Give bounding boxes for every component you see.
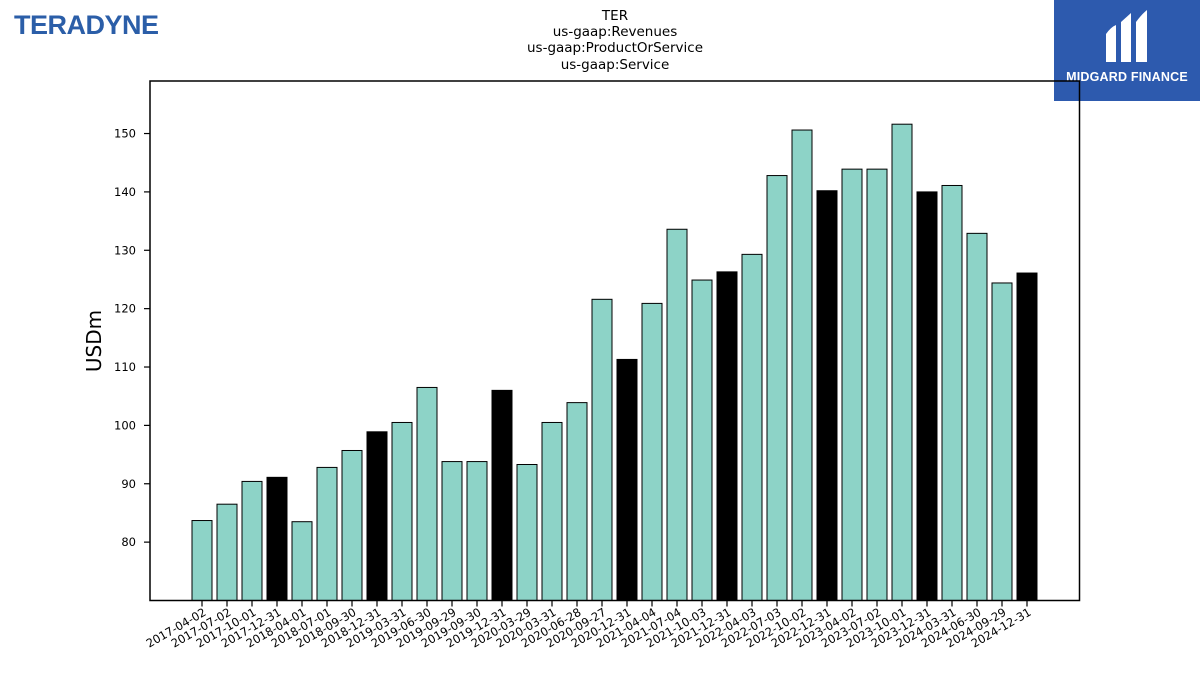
y-axis: 80 90 100 110 120 130 140 150: [114, 127, 150, 549]
bar-2017-10-01: [241, 480, 263, 601]
bar-2019-06-30: [416, 386, 438, 601]
bar-2019-09-29: [441, 461, 463, 601]
bar-2023-10-01: [891, 123, 913, 601]
bar-2024-06-30: [966, 232, 988, 601]
bar-2017-12-31: [266, 476, 288, 602]
y-tick-label: 100: [114, 418, 136, 432]
bar-2024-12-31: [1016, 272, 1038, 601]
midgard-emblem-icon: [1106, 10, 1147, 62]
bar-2019-03-31: [391, 421, 413, 602]
midgard-finance-wordmark: MIDGARD FINANCE: [1066, 70, 1188, 84]
bar-2017-04-02: [191, 520, 213, 602]
bar-2017-07-02: [216, 503, 238, 601]
bar-2022-07-03: [766, 175, 788, 601]
chart-title-line-2: us-gaap:Revenues: [553, 24, 678, 40]
y-tick-label: 90: [121, 477, 136, 491]
chart-title: TER us-gaap:Revenues us-gaap:ProductOrSe…: [527, 8, 703, 73]
bar-2021-12-31: [716, 271, 738, 601]
chart-title-line-1: TER: [601, 8, 628, 24]
x-axis: 2017-04-022017-07-022017-10-012017-12-31…: [144, 600, 1034, 651]
bar-2018-12-31: [366, 431, 388, 602]
bar-2023-07-02: [866, 168, 888, 601]
chart-title-line-3: us-gaap:ProductOrService: [527, 40, 703, 56]
y-tick-label: 130: [114, 243, 136, 257]
y-tick-label: 110: [114, 360, 136, 374]
midgard-finance-logo: MIDGARD FINANCE: [1054, 0, 1200, 101]
bar-series: [191, 123, 1038, 602]
y-axis-label: USDm: [82, 310, 106, 372]
y-tick-label: 140: [114, 185, 136, 199]
bar-2021-10-03: [691, 279, 713, 601]
bar-2020-12-31: [616, 358, 638, 601]
bar-2020-06-28: [566, 402, 588, 602]
bar-2023-12-31: [916, 191, 938, 602]
plot-frame: [149, 80, 1081, 602]
bar-2018-09-30: [341, 449, 363, 602]
bar-2019-12-31: [491, 389, 513, 601]
bar-2022-12-31: [816, 190, 838, 601]
bar-2024-09-29: [991, 282, 1013, 601]
bar-2022-10-02: [791, 129, 813, 601]
y-tick-label: 80: [121, 535, 136, 549]
teradyne-logo: TERADYNE: [14, 10, 159, 40]
chart-title-line-4: us-gaap:Service: [561, 57, 670, 73]
bar-2022-04-03: [741, 253, 763, 601]
bar-2018-04-01: [291, 521, 313, 602]
bar-2020-03-31: [541, 421, 563, 602]
bar-2024-03-31: [941, 184, 963, 601]
y-tick-label: 120: [114, 302, 136, 316]
bar-2020-03-29: [516, 463, 538, 601]
bar-2021-04-04: [641, 302, 663, 601]
bar-2021-07-04: [666, 228, 688, 601]
bar-2019-09-30: [466, 461, 488, 601]
bar-2023-04-02: [841, 168, 863, 601]
y-tick-label: 150: [114, 127, 136, 141]
bar-2018-07-01: [316, 466, 338, 601]
bar-2020-09-27: [591, 298, 613, 601]
